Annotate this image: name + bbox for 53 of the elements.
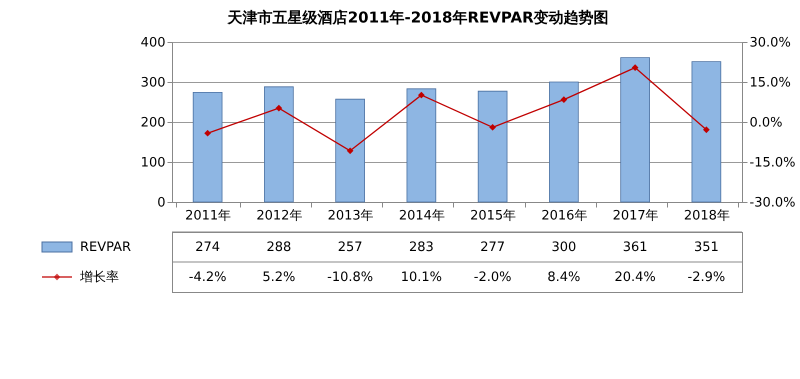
- y2-tick-label: 30.0%: [750, 36, 791, 50]
- y-tick-label: 100: [140, 156, 166, 170]
- data-label: 274: [195, 240, 220, 255]
- y-tick-label: 400: [140, 36, 166, 50]
- bar: [620, 57, 650, 202]
- y-tick-label: 0: [157, 196, 166, 210]
- bar: [692, 61, 722, 202]
- x-tick-label: 2017年: [612, 208, 659, 224]
- y2-tick-label: -30.0%: [750, 196, 796, 210]
- point: [204, 130, 211, 137]
- x-tick-label: 2012年: [256, 208, 302, 224]
- x-tick-label: 2013年: [328, 208, 374, 224]
- y-tick-label: 300: [140, 76, 166, 90]
- data-label: 288: [266, 240, 292, 255]
- data-label: 277: [480, 240, 506, 255]
- bar: [335, 98, 365, 202]
- y2-tick-label: 0.0%: [750, 116, 783, 130]
- data-label: -4.2%: [188, 270, 226, 285]
- data-label: 300: [551, 240, 576, 255]
- x-tick-label: 2016年: [541, 208, 588, 224]
- x-tick-label: 2014年: [398, 208, 445, 224]
- point: [560, 96, 568, 103]
- point: [346, 147, 354, 154]
- point: [489, 124, 496, 131]
- legend-label: 增长率: [79, 269, 119, 285]
- data-label: 351: [694, 240, 719, 255]
- data-label: -10.8%: [327, 270, 374, 285]
- point: [703, 126, 710, 134]
- legend-label: REVPAR: [80, 240, 132, 255]
- bar: [406, 88, 436, 202]
- x-tick-label: 2015年: [470, 208, 516, 224]
- point: [632, 64, 638, 71]
- y-tick-label: 200: [140, 116, 166, 130]
- x-tick-label: 2018年: [684, 208, 730, 224]
- bar: [264, 86, 294, 202]
- data-label: 8.4%: [547, 270, 580, 285]
- bar: [478, 90, 508, 202]
- y2-tick-label: 15.0%: [750, 76, 791, 90]
- data-label: 257: [338, 240, 363, 255]
- data-label: 5.2%: [262, 270, 296, 285]
- data-label: 361: [622, 240, 648, 255]
- chart-title: 天津市五星级酒店2011年-2018年REVPAR变动趋势图: [226, 8, 609, 26]
- data-label: -2.9%: [688, 270, 726, 285]
- data-label: 20.4%: [614, 270, 656, 285]
- bar: [549, 82, 579, 202]
- y2-tick-label: -15.0%: [750, 156, 796, 170]
- data-label: -2.0%: [474, 270, 512, 285]
- data-label: 283: [408, 240, 434, 255]
- x-tick-label: 2011年: [185, 208, 232, 224]
- data-label: 10.1%: [400, 270, 442, 285]
- point: [418, 92, 425, 98]
- point: [276, 104, 282, 112]
- bar: [192, 92, 222, 202]
